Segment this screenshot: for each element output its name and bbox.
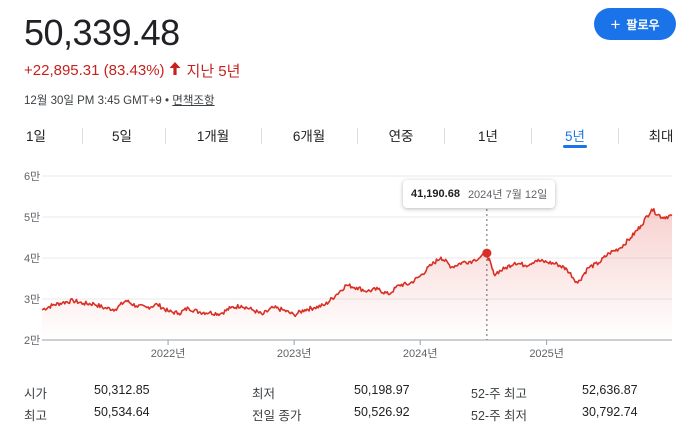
stats-table: 시가 50,312.85 최저 50,198.97 52-주 최고 52,636… — [24, 383, 674, 427]
tab-separator — [444, 128, 445, 144]
x-tick-label: 2022년 — [151, 347, 186, 360]
stat-open-value: 50,312.85 — [94, 383, 150, 397]
stat-52w-low-label: 52-주 최저 — [471, 409, 528, 423]
stat-prev-close-value: 50,526.92 — [354, 405, 410, 419]
y-tick-label: 2만 — [24, 334, 40, 347]
y-tick-label: 4만 — [24, 252, 40, 265]
tooltip-value: 41,190.68 — [411, 188, 460, 200]
tab-5y[interactable]: 5년 — [563, 120, 587, 150]
tooltip-date: 2024년 7월 12일 — [467, 189, 548, 201]
meta-separator: • — [165, 95, 170, 107]
tab-ytd[interactable]: 연중 — [388, 129, 414, 144]
stat-52w-high-label: 52-주 최고 — [471, 387, 528, 401]
quote-change: +22,895.31 (83.43%) 지난 5년 — [24, 60, 240, 81]
follow-button-label: 팔로우 — [626, 17, 660, 32]
x-tick-label: 2023년 — [277, 347, 312, 360]
x-axis: 2022년 2023년 2024년 2025년 — [151, 340, 564, 360]
follow-button[interactable]: + 팔로우 — [594, 8, 676, 40]
tab-separator — [618, 128, 619, 144]
tab-separator — [531, 128, 532, 144]
stat-52w-high-value: 52,636.87 — [582, 383, 638, 397]
plus-icon: + — [610, 14, 621, 34]
stats-row: 최고 50,534.64 전일 종가 50,526.92 52-주 최저 30,… — [24, 405, 674, 427]
stat-52w-low-value: 30,792.74 — [582, 405, 638, 419]
chart-tooltip: 41,190.68 2024년 7월 12일 — [403, 180, 556, 208]
x-tick-label: 2024년 — [403, 347, 438, 360]
arrow-up-icon — [169, 62, 181, 79]
tab-1m[interactable]: 1개월 — [196, 129, 230, 144]
y-axis: 2만 3만 4만 5만 6만 — [24, 170, 40, 347]
hover-point — [482, 248, 492, 258]
quote-meta: 12월 30일 PM 3:45 GMT+9 • 면책조항 — [24, 92, 215, 108]
tab-separator — [261, 128, 262, 144]
tab-5d[interactable]: 5일 — [112, 129, 132, 144]
change-value: +22,895.31 (83.43%) — [24, 62, 165, 79]
tab-separator — [165, 128, 166, 144]
y-tick-label: 6만 — [24, 170, 40, 183]
tab-separator — [82, 128, 83, 144]
tab-1d[interactable]: 1일 — [26, 129, 46, 144]
x-tick-label: 2025년 — [529, 347, 564, 360]
range-tabs: 1일 5일 1개월 6개월 연중 1년 5년 최대 — [0, 120, 690, 150]
tab-1y[interactable]: 1년 — [478, 129, 498, 144]
quote-timestamp: 12월 30일 PM 3:45 GMT+9 — [24, 95, 162, 107]
disclaimer-link[interactable]: 면책조항 — [172, 95, 215, 107]
tab-separator — [357, 128, 358, 144]
stat-high-value: 50,534.64 — [94, 405, 150, 419]
stat-low-label: 최저 — [252, 387, 276, 401]
y-tick-label: 5만 — [24, 211, 40, 224]
quote-price: 50,339.48 — [24, 12, 180, 53]
series-area — [42, 208, 672, 340]
tab-max[interactable]: 최대 — [648, 129, 674, 144]
stat-prev-close-label: 전일 종가 — [252, 409, 302, 423]
stat-open-label: 시가 — [24, 387, 48, 401]
stat-high-label: 최고 — [24, 409, 48, 423]
price-chart[interactable]: 2만 3만 4만 5만 6만 2022년 2023년 2024년 2025년 — [0, 160, 690, 370]
stats-row: 시가 50,312.85 최저 50,198.97 52-주 최고 52,636… — [24, 383, 674, 405]
y-tick-label: 3만 — [24, 293, 40, 306]
change-period: 지난 5년 — [186, 63, 241, 80]
series-line — [41, 208, 673, 318]
tab-6m[interactable]: 6개월 — [292, 129, 326, 144]
stat-low-value: 50,198.97 — [354, 383, 410, 397]
